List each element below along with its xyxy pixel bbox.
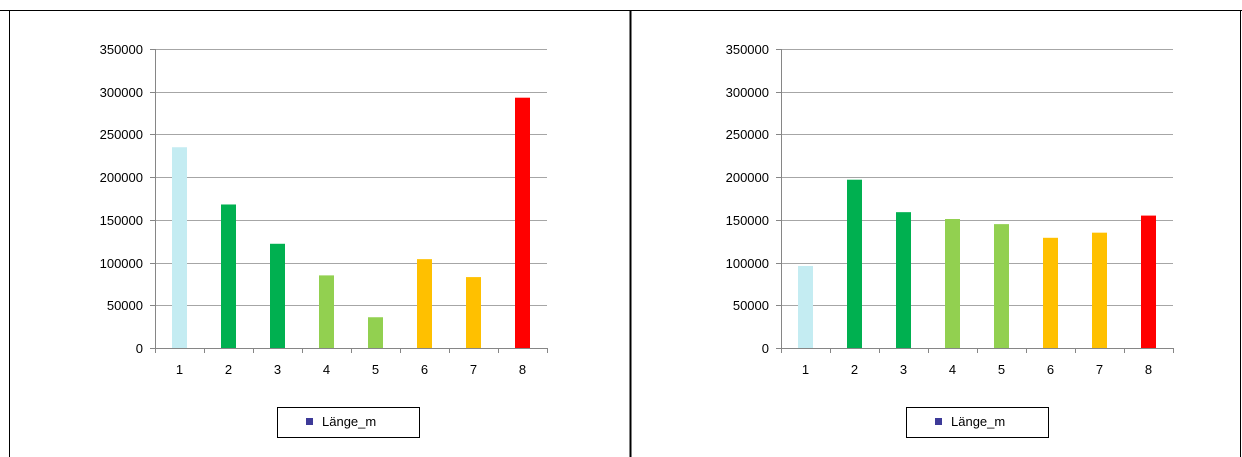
chart-left-gridlines (155, 49, 547, 306)
legend-marker (935, 418, 942, 425)
y-tick-label: 100000 (726, 256, 769, 271)
chart-left-legend: Länge_m (277, 407, 420, 438)
y-tick-label: 350000 (100, 42, 143, 57)
bar-category-1 (172, 147, 187, 348)
bar-category-2 (847, 179, 862, 348)
x-tick-label: 2 (851, 362, 858, 377)
x-tick-label: 1 (802, 362, 809, 377)
y-tick-label: 50000 (733, 298, 769, 313)
bar-category-6 (1043, 237, 1058, 348)
y-tick-label: 200000 (100, 170, 143, 185)
chart-right-bars (798, 179, 1156, 348)
y-tick-label: 50000 (107, 298, 143, 313)
x-tick-label: 3 (274, 362, 281, 377)
y-tick-label: 150000 (726, 213, 769, 228)
x-tick-label: 7 (470, 362, 477, 377)
chart-right-y-tick-labels: 0 50000 100000 150000 200000 250000 300000 3500… (726, 42, 769, 356)
x-tick-label: 4 (949, 362, 956, 377)
y-tick-label: 0 (136, 341, 143, 356)
legend-box (906, 407, 1049, 438)
x-tick-label: 1 (176, 362, 183, 377)
x-tick-label: 8 (519, 362, 526, 377)
x-tick-label: 7 (1096, 362, 1103, 377)
x-tick-label: 8 (1145, 362, 1152, 377)
bar-category-1 (798, 265, 813, 348)
bar-category-4 (319, 275, 334, 348)
chart-panel-left: 0 50000 100000 150000 200000 250000 300000 3500… (100, 42, 548, 438)
chart-right-axes (776, 49, 1174, 353)
legend-label: Länge_m (322, 414, 376, 429)
chart-left-y-tick-labels: 0 50000 100000 150000 200000 250000 300000 3500… (100, 42, 143, 356)
y-tick-label: 250000 (100, 127, 143, 142)
bar-category-3 (270, 243, 285, 348)
y-tick-label: 150000 (100, 213, 143, 228)
y-tick-label: 350000 (726, 42, 769, 57)
legend-box (277, 407, 420, 438)
bar-category-6 (417, 259, 432, 348)
bar-category-3 (896, 212, 911, 348)
x-tick-label: 5 (372, 362, 379, 377)
bar-category-2 (221, 204, 236, 348)
chart-panel-right: 0 50000 100000 150000 200000 250000 300000 3500… (726, 42, 1174, 438)
x-tick-label: 6 (421, 362, 428, 377)
x-tick-label: 4 (323, 362, 330, 377)
chart-right-legend: Länge_m (906, 407, 1049, 438)
bar-category-7 (1092, 232, 1107, 348)
chart-left-axes (150, 49, 548, 353)
y-tick-label: 300000 (726, 85, 769, 100)
bar-category-8 (515, 97, 530, 349)
legend-marker (306, 418, 313, 425)
y-tick-label: 300000 (100, 85, 143, 100)
y-tick-label: 0 (762, 341, 769, 356)
bar-category-7 (466, 277, 481, 348)
legend-label: Länge_m (951, 414, 1005, 429)
y-tick-label: 100000 (100, 256, 143, 271)
y-tick-label: 250000 (726, 127, 769, 142)
chart-right-x-tick-labels: 1 2 3 4 5 6 7 8 (802, 362, 1152, 377)
x-tick-label: 6 (1047, 362, 1054, 377)
bar-category-5 (368, 317, 383, 348)
x-tick-label: 2 (225, 362, 232, 377)
bar-category-4 (945, 219, 960, 348)
y-tick-label: 200000 (726, 170, 769, 185)
chart-left-bars (172, 97, 530, 349)
chart-right-gridlines (781, 49, 1173, 306)
x-tick-label: 5 (998, 362, 1005, 377)
chart-left-x-tick-labels: 1 2 3 4 5 6 7 8 (176, 362, 526, 377)
bar-category-5 (994, 224, 1009, 348)
bar-category-8 (1141, 215, 1156, 348)
x-tick-label: 3 (900, 362, 907, 377)
